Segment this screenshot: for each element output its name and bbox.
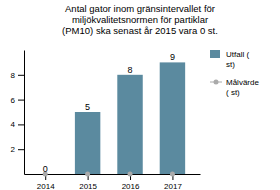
- target-point: [170, 172, 175, 177]
- tick-label: 4: [11, 120, 16, 129]
- data-label: 0: [43, 164, 48, 174]
- tick-label: 2017: [164, 182, 182, 190]
- tick: 2016: [122, 174, 140, 190]
- bar: [160, 62, 185, 174]
- tick-label: 2015: [79, 182, 97, 190]
- data-label: 9: [170, 52, 175, 62]
- target-point: [85, 172, 90, 177]
- tick-mark: [18, 75, 24, 76]
- legend-item: Utfall (st): [210, 50, 249, 69]
- tick: 8: [11, 71, 24, 80]
- legend-item: Målvärde( st): [210, 78, 259, 97]
- x-axis: 2014 2015 2016 2017: [25, 174, 201, 190]
- tick-label: 2: [11, 145, 16, 154]
- y-axis: 2 4 6 8: [11, 51, 25, 175]
- legend-label: Målvärde( st): [226, 78, 259, 97]
- data-label: 5: [85, 102, 90, 112]
- tick: 2014: [37, 174, 55, 190]
- tick: 4: [11, 120, 24, 129]
- data-label: 8: [128, 65, 133, 75]
- tick: 2: [11, 145, 24, 154]
- bar: [117, 75, 142, 174]
- plot: 2014 2015 2016 2017 2 4 6 8 0 5 8 9: [11, 51, 201, 190]
- title: Antal gator inom gränsintervallet förmil…: [62, 3, 218, 36]
- legend-marker: [214, 80, 219, 85]
- tick-mark: [18, 100, 24, 101]
- tick-label: 6: [11, 96, 16, 105]
- tick-mark: [18, 149, 24, 150]
- tick-mark: [18, 124, 24, 125]
- tick-label: 8: [11, 71, 16, 80]
- legend-swatch: [210, 50, 220, 58]
- tick: 2017: [164, 174, 182, 190]
- axis-line: [24, 51, 25, 175]
- tick: 6: [11, 96, 24, 105]
- marks: [43, 62, 185, 176]
- legend-label: Utfall (st): [226, 50, 249, 69]
- tick: 2015: [79, 174, 97, 190]
- legend: Utfall (st) Målvärde( st): [210, 50, 259, 97]
- chart: Antal gator inom gränsintervallet förmil…: [0, 0, 280, 190]
- tick-label: 2014: [37, 182, 55, 190]
- bar: [75, 112, 100, 174]
- data-labels: 0 5 8 9: [43, 52, 175, 174]
- tick-label: 2016: [122, 182, 140, 190]
- target-point: [128, 172, 133, 177]
